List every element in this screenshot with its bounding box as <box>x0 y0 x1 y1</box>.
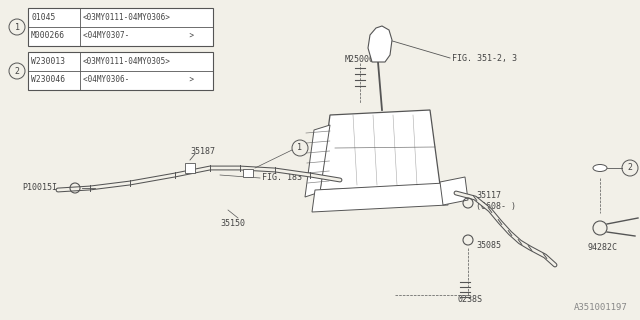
Polygon shape <box>312 183 448 212</box>
Text: 35187: 35187 <box>190 148 215 156</box>
Text: <04MY0307-             >: <04MY0307- > <box>83 31 194 41</box>
Bar <box>185 163 195 173</box>
Text: M000266: M000266 <box>31 31 65 41</box>
Bar <box>28 52 213 90</box>
Text: A351001197: A351001197 <box>574 303 628 313</box>
Text: 1: 1 <box>298 143 303 153</box>
Text: W230046: W230046 <box>31 76 65 84</box>
Text: W230013: W230013 <box>31 57 65 66</box>
Text: 1: 1 <box>15 22 19 31</box>
Polygon shape <box>440 177 468 205</box>
Bar <box>243 169 253 177</box>
Text: FIG. 351-2, 3: FIG. 351-2, 3 <box>452 53 517 62</box>
Bar <box>28 8 213 46</box>
Text: 0238S: 0238S <box>458 295 483 305</box>
Text: FIG. 183: FIG. 183 <box>262 173 302 182</box>
Text: 35117: 35117 <box>476 191 501 201</box>
Text: 2: 2 <box>15 67 19 76</box>
Text: 94282C: 94282C <box>588 244 618 252</box>
Text: <03MY0111-04MY0305>: <03MY0111-04MY0305> <box>83 57 171 66</box>
Text: <04MY0306-             >: <04MY0306- > <box>83 76 194 84</box>
Text: M250068: M250068 <box>345 55 380 65</box>
Polygon shape <box>305 125 330 197</box>
Text: <03MY0111-04MY0306>: <03MY0111-04MY0306> <box>83 12 171 21</box>
Text: P10015I: P10015I <box>22 183 57 193</box>
Text: (0608- ): (0608- ) <box>476 203 516 212</box>
Text: 01045: 01045 <box>31 12 56 21</box>
Text: 35085: 35085 <box>476 241 501 250</box>
Text: 35150: 35150 <box>220 220 245 228</box>
Text: 2: 2 <box>627 164 632 172</box>
Ellipse shape <box>593 164 607 172</box>
Polygon shape <box>368 26 392 62</box>
Polygon shape <box>320 110 440 190</box>
